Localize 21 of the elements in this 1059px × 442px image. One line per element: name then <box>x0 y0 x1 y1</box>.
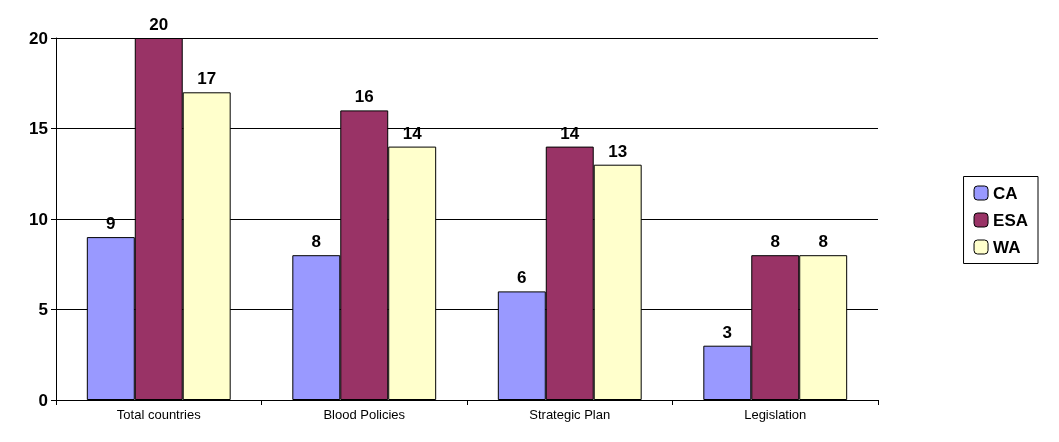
legend-label: CA <box>993 183 1018 203</box>
x-tick-label: Strategic Plan <box>529 407 611 422</box>
x-tick-label: Blood Policies <box>323 407 406 422</box>
data-label: 3 <box>722 322 733 342</box>
data-label: 8 <box>311 232 322 252</box>
legend-label: ESA <box>993 210 1029 230</box>
data-label: 8 <box>818 232 828 252</box>
data-label: 6 <box>517 268 527 288</box>
y-tick-label: 0 <box>38 390 48 410</box>
y-tick-label: 20 <box>29 28 48 48</box>
data-label: 13 <box>608 141 628 161</box>
data-label: 8 <box>770 232 780 252</box>
y-tick-label: 10 <box>29 209 48 229</box>
data-label: 17 <box>197 69 217 89</box>
legend-label: WA <box>993 237 1021 257</box>
y-tick-label: 15 <box>29 119 48 138</box>
y-tick-label: 5 <box>38 300 48 319</box>
x-tick-label: Legislation <box>744 407 807 422</box>
x-tick-label: Total countries <box>116 407 202 422</box>
data-label: 20 <box>149 15 169 34</box>
data-label: 16 <box>354 87 374 107</box>
